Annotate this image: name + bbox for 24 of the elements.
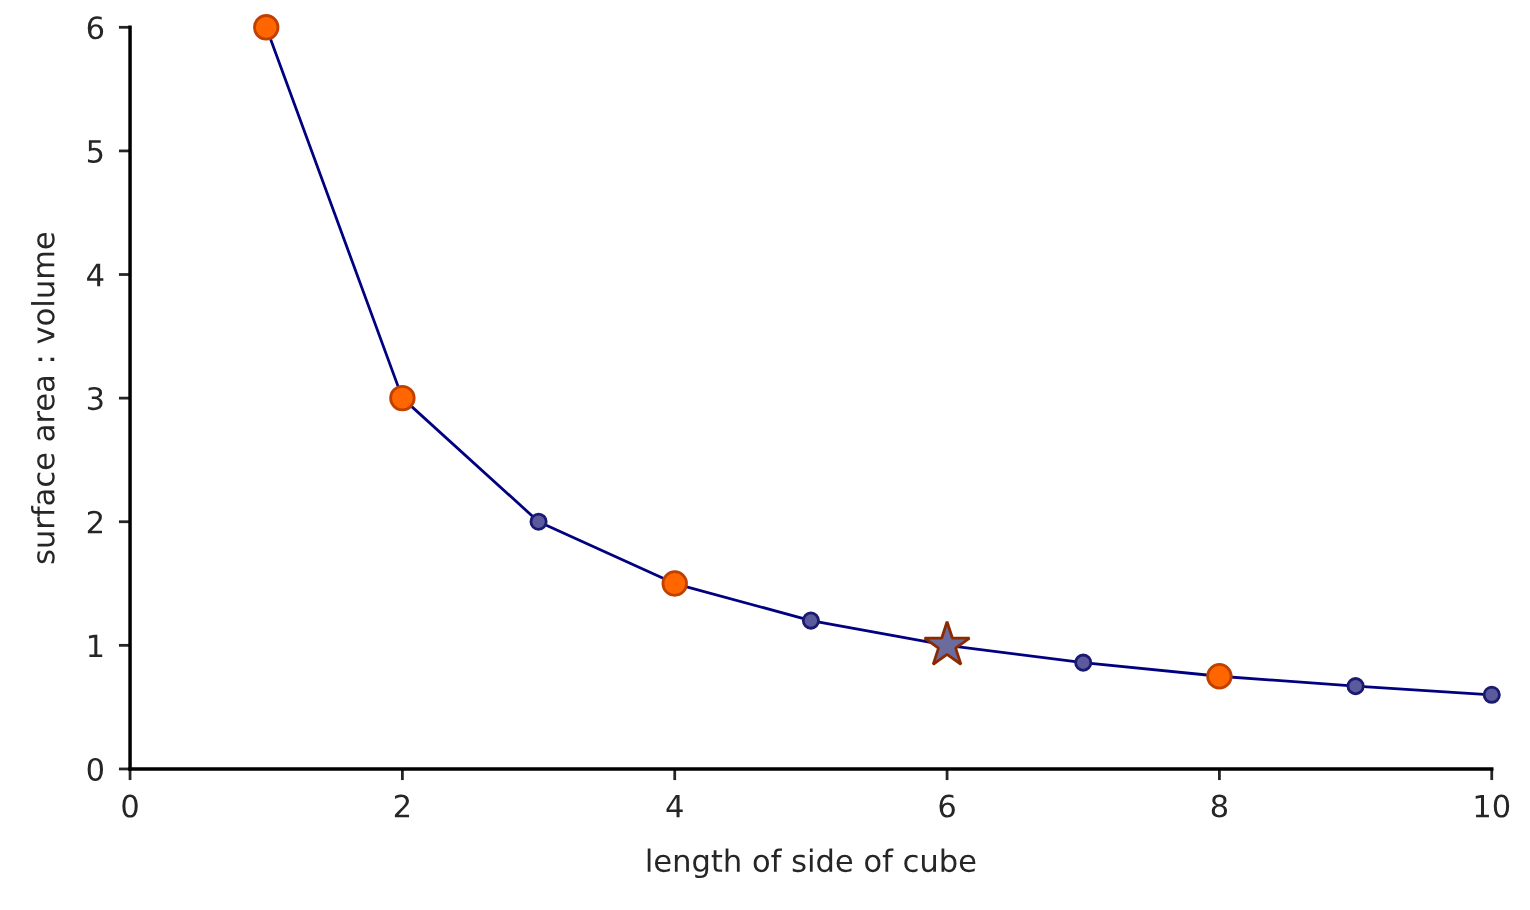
y-tick-label: 2 xyxy=(87,510,102,534)
x-tick-label: 4 xyxy=(666,794,683,818)
y-axis-title: surface area : volume xyxy=(31,232,55,564)
point xyxy=(389,384,416,412)
y-tick-label: 6 xyxy=(87,16,104,40)
y-tick-label: 3 xyxy=(87,387,103,411)
point xyxy=(801,611,820,630)
y-tick-label: 4 xyxy=(87,263,104,287)
x-tick-label: 0 xyxy=(122,794,138,818)
point xyxy=(253,14,280,41)
x-tick-label: 8 xyxy=(1211,794,1228,818)
y-tick-label: 0 xyxy=(87,757,104,781)
y-tick-label: 5 xyxy=(87,140,103,163)
x-axis-title: length of side of cube xyxy=(647,848,976,879)
point xyxy=(1346,677,1365,696)
x-tick-label: 10 xyxy=(1475,794,1510,818)
point xyxy=(1206,663,1233,690)
x-tick-label: 6 xyxy=(939,794,955,818)
x-tick-label: 2 xyxy=(394,794,410,818)
point xyxy=(1074,653,1093,672)
point xyxy=(661,570,688,597)
point xyxy=(529,512,548,531)
y-tick-label: 1 xyxy=(88,634,103,657)
point xyxy=(1482,685,1501,704)
